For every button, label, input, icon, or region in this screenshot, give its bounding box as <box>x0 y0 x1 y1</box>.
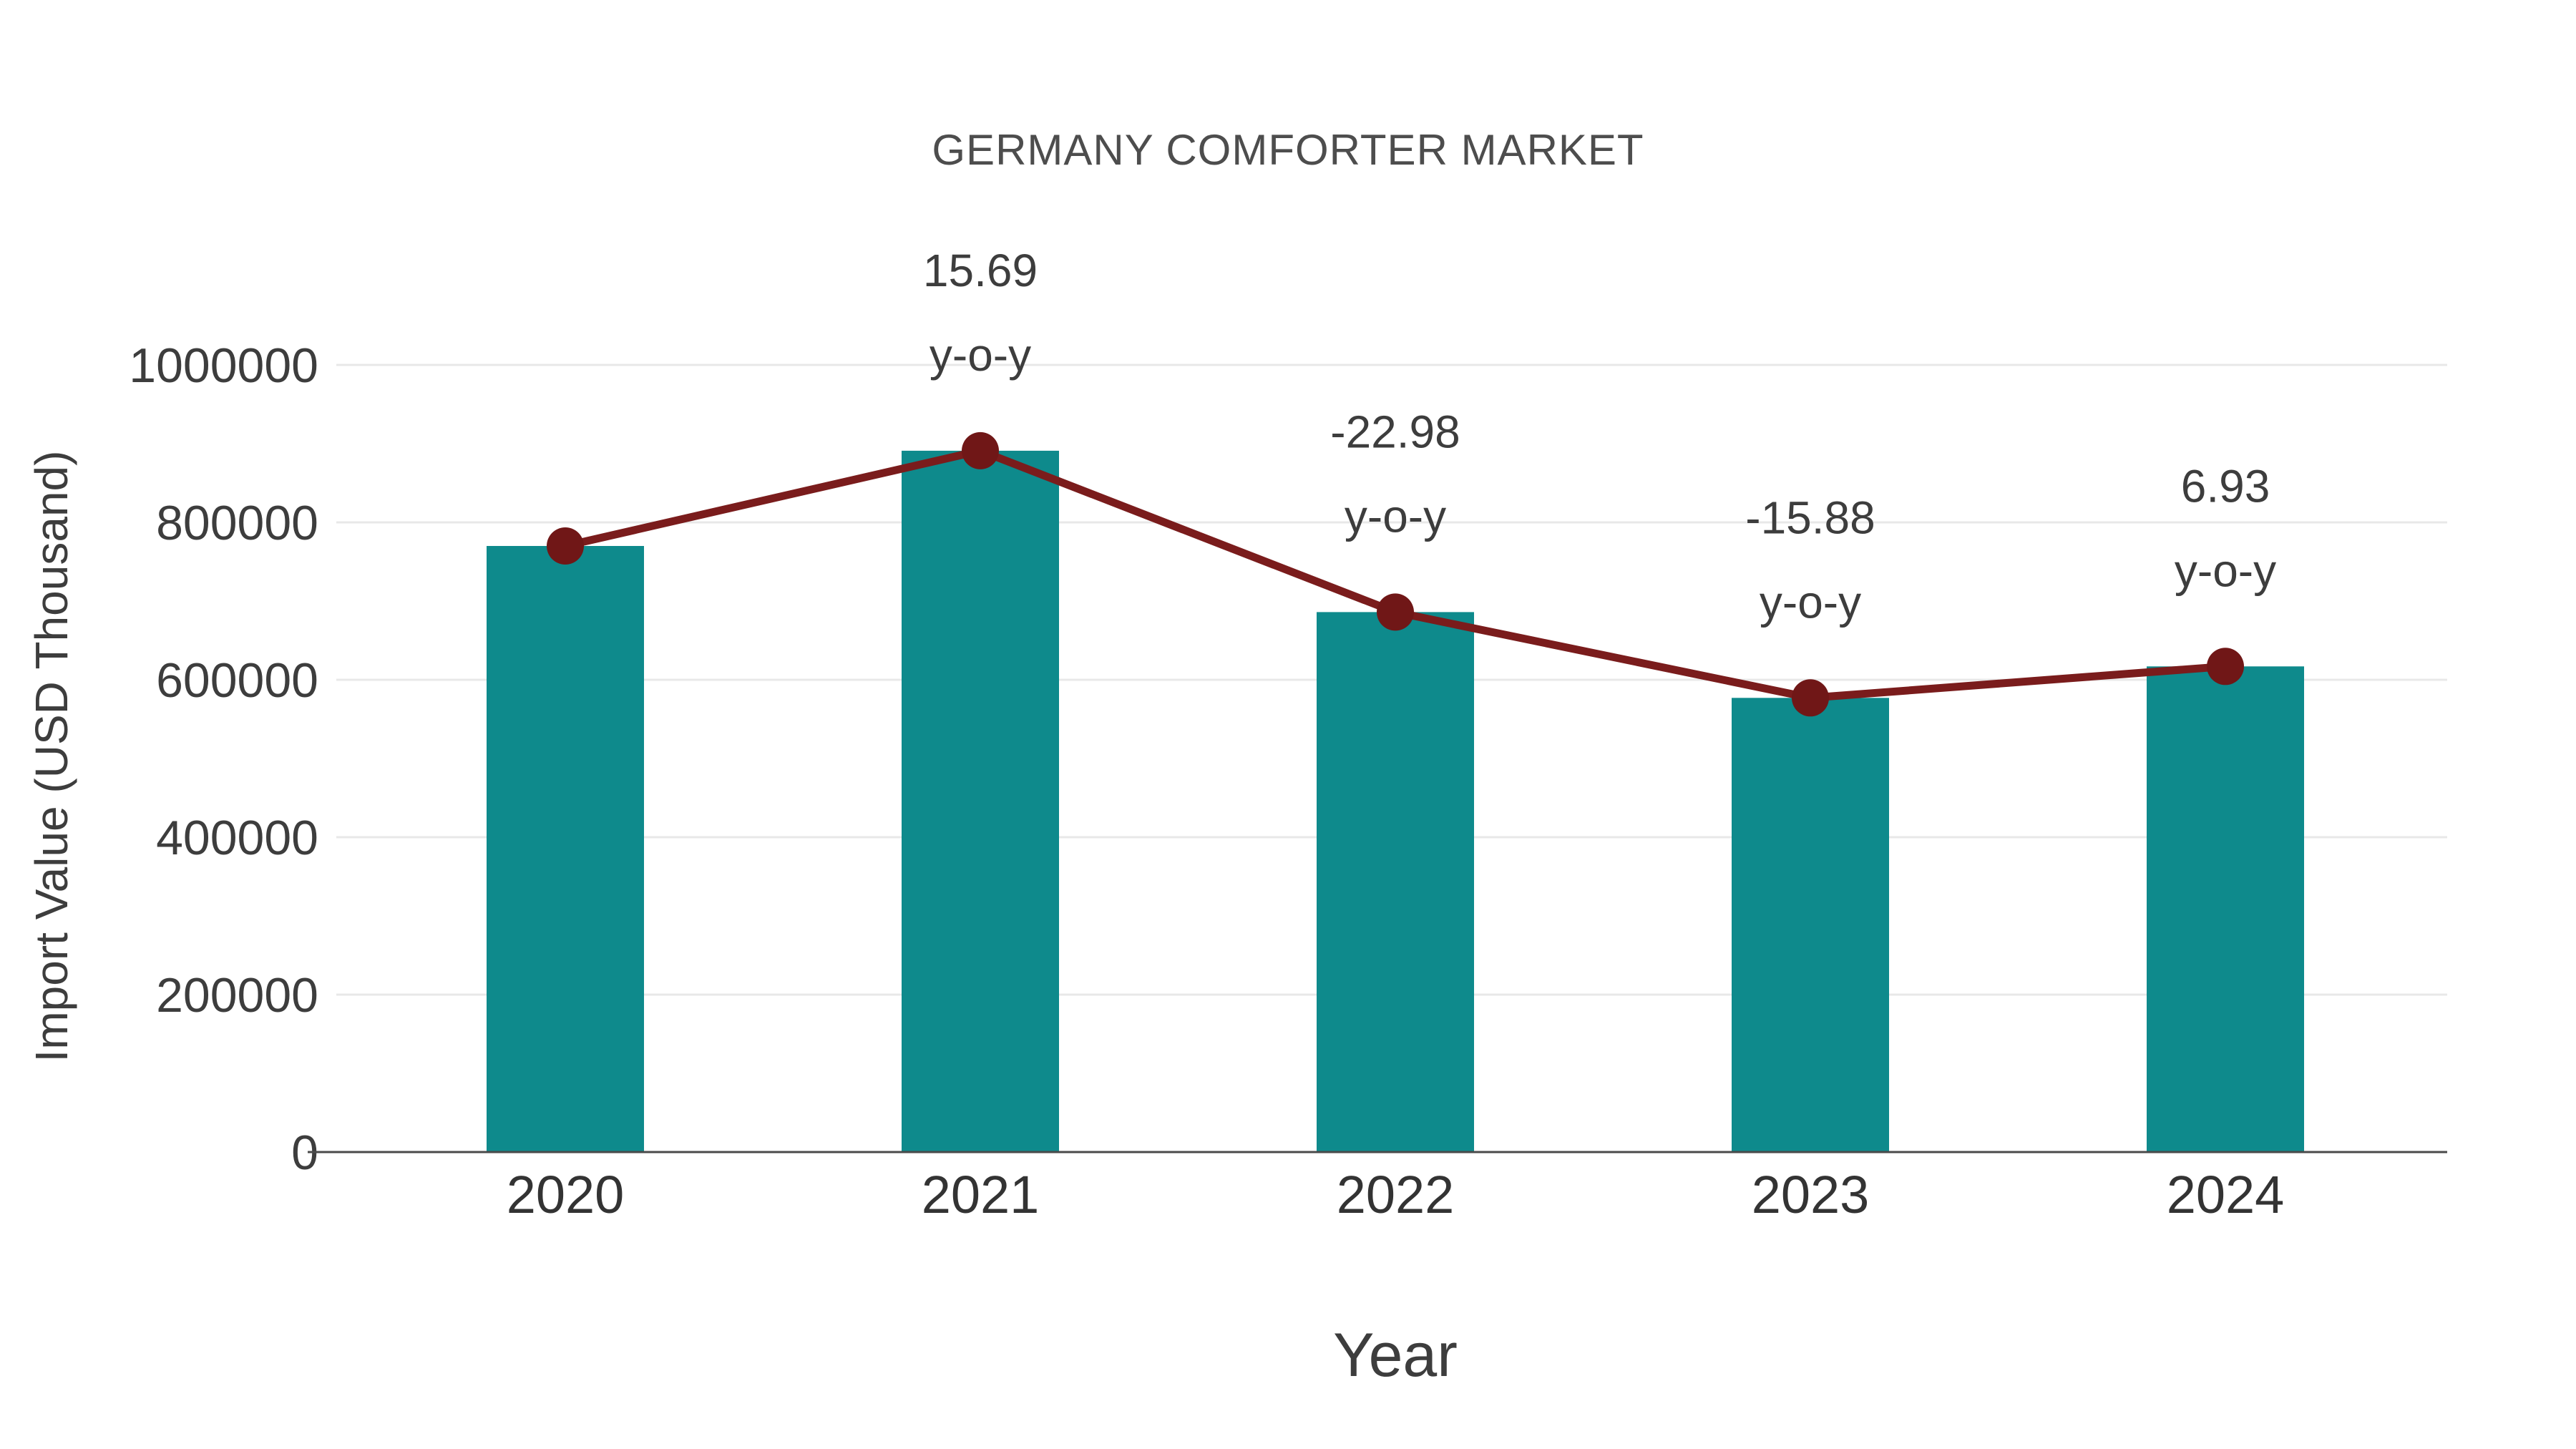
chart-title: GERMANY COMFORTER MARKET <box>932 126 1644 174</box>
bar-2023 <box>1732 698 1889 1152</box>
line-marker-2020 <box>547 527 584 565</box>
x-axis-title: Year <box>1333 1321 1458 1390</box>
annotation-value-2022: -22.98 <box>1330 406 1460 457</box>
annotation-value-2021: 15.69 <box>923 245 1038 296</box>
annotation-value-2024: 6.93 <box>2181 460 2270 512</box>
annotation-yoy-2021: y-o-y <box>930 329 1031 381</box>
line-marker-2023 <box>1792 679 1829 717</box>
x-tick-label-2021: 2021 <box>922 1165 1040 1224</box>
bar-2021 <box>902 450 1059 1152</box>
y-tick-label: 800000 <box>156 496 318 550</box>
annotation-value-2023: -15.88 <box>1745 492 1875 543</box>
bar-2024 <box>2147 666 2304 1152</box>
y-tick-label: 400000 <box>156 811 318 865</box>
y-tick-label: 1000000 <box>129 338 318 393</box>
line-marker-2022 <box>1377 593 1414 631</box>
bar-2020 <box>487 546 644 1152</box>
line-marker-2021 <box>962 431 999 469</box>
y-tick-label: 600000 <box>156 653 318 708</box>
x-tick-label-2023: 2023 <box>1752 1165 1870 1224</box>
y-tick-label: 200000 <box>156 968 318 1023</box>
bar-2022 <box>1317 612 1474 1152</box>
x-tick-label-2020: 2020 <box>507 1165 625 1224</box>
annotation-yoy-2024: y-o-y <box>2175 545 2276 596</box>
x-tick-label-2024: 2024 <box>2167 1165 2285 1224</box>
annotation-yoy-2023: y-o-y <box>1760 576 1861 628</box>
line-marker-2024 <box>2207 648 2244 686</box>
annotation-yoy-2022: y-o-y <box>1345 490 1446 542</box>
x-tick-label-2022: 2022 <box>1337 1165 1455 1224</box>
